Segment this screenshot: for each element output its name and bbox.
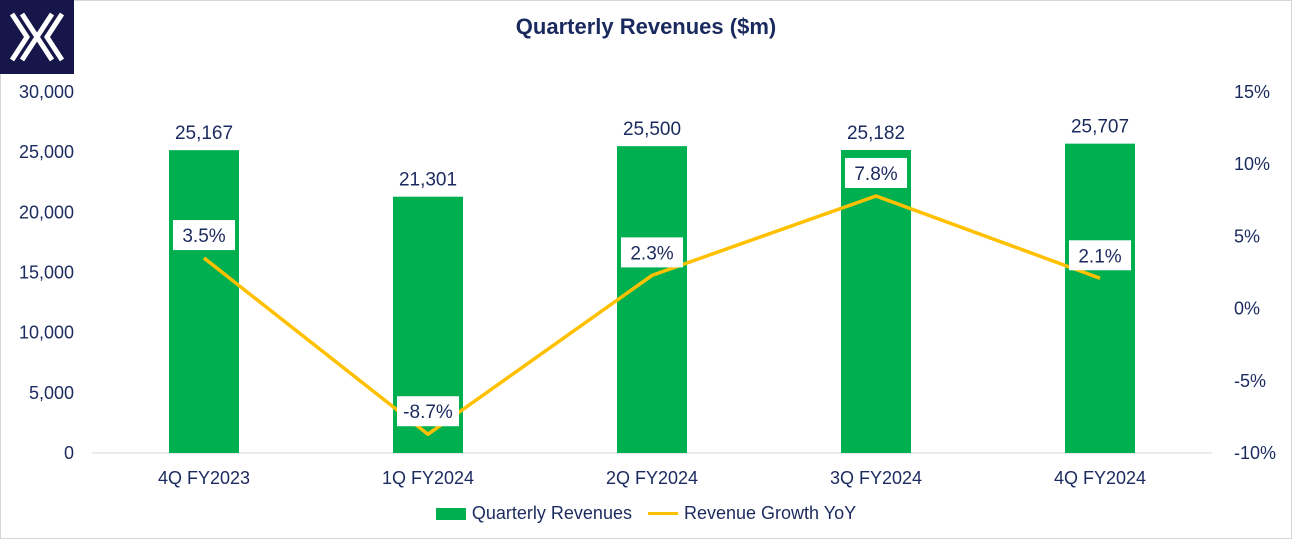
x-tick-label: 4Q FY2024 (1054, 468, 1146, 488)
legend-label-growth: Revenue Growth YoY (683, 503, 857, 523)
y-left-tick-label: 30,000 (19, 82, 74, 102)
growth-label-box (621, 237, 683, 268)
legend-item-revenues: Quarterly Revenues (435, 503, 632, 524)
y-right-tick-label: -5% (1234, 371, 1266, 391)
revenue-bar (169, 150, 239, 453)
growth-label-box (173, 220, 235, 251)
y-left-tick-label: 15,000 (19, 263, 74, 283)
growth-label-box (845, 157, 907, 188)
growth-label: -8.7% (403, 402, 453, 423)
growth-label: 2.3% (630, 243, 673, 264)
revenue-bar (1065, 143, 1135, 453)
legend-item-growth: Revenue Growth YoY (647, 503, 857, 524)
legend: Quarterly Revenues Revenue Growth YoY (0, 503, 1292, 524)
revenue-bar-label: 21,301 (399, 170, 457, 191)
logo (0, 0, 74, 74)
growth-label: 2.1% (1078, 246, 1121, 267)
x-tick-label: 2Q FY2024 (606, 468, 698, 488)
legend-swatch-line (647, 512, 678, 515)
growth-label: 7.8% (854, 164, 897, 185)
x-tick-label: 4Q FY2023 (158, 468, 250, 488)
growth-label-box (397, 396, 459, 427)
y-right-tick-label: 5% (1234, 226, 1260, 246)
growth-label-box (1069, 240, 1131, 271)
x-tick-label: 1Q FY2024 (382, 468, 474, 488)
y-left-tick-label: 5,000 (29, 383, 74, 403)
y-right-tick-label: -10% (1234, 443, 1276, 463)
x-logo-icon (0, 0, 74, 74)
legend-label-revenues: Quarterly Revenues (471, 503, 632, 523)
revenue-bar-label: 25,182 (847, 123, 905, 144)
y-left-tick-label: 20,000 (19, 202, 74, 222)
revenue-bar-label: 25,500 (623, 119, 681, 140)
legend-swatch-bar (435, 507, 466, 520)
revenue-bar-label: 25,707 (1071, 117, 1129, 138)
y-right-tick-label: 15% (1234, 82, 1270, 102)
growth-label: 3.5% (182, 226, 225, 247)
y-right-tick-label: 10% (1234, 154, 1270, 174)
revenue-bar (841, 149, 911, 453)
y-left-tick-label: 25,000 (19, 142, 74, 162)
y-left-tick-label: 0 (64, 443, 74, 463)
y-left-tick-label: 10,000 (19, 323, 74, 343)
revenue-bar (617, 146, 687, 453)
revenue-bar-label: 25,167 (175, 123, 233, 144)
y-right-tick-label: 0% (1234, 299, 1260, 319)
x-tick-label: 3Q FY2024 (830, 468, 922, 488)
chart-title: Quarterly Revenues ($m) (515, 14, 777, 39)
